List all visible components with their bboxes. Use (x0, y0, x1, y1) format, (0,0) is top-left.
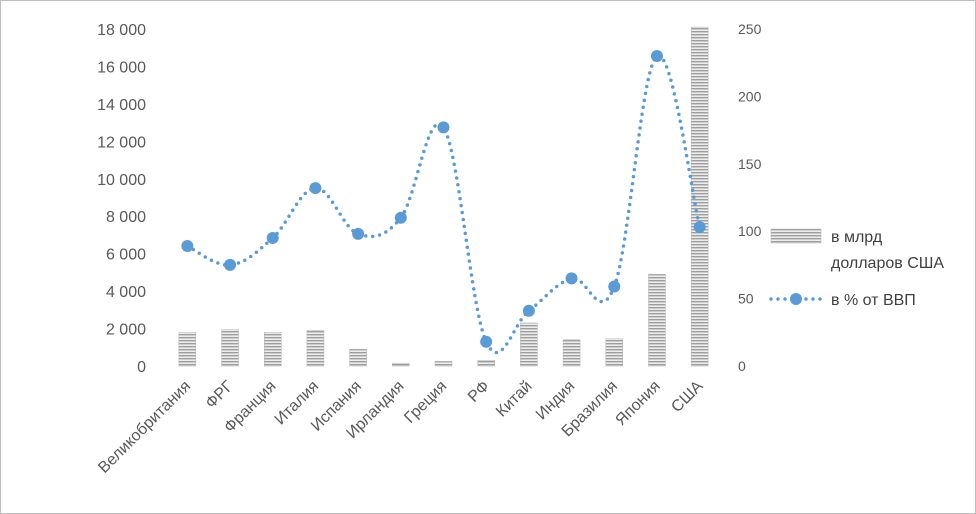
line-point (608, 280, 621, 293)
bar (477, 360, 495, 367)
line-point (693, 221, 706, 234)
legend-line-marker (790, 293, 802, 305)
line-point (394, 211, 407, 224)
left-tick-label: 8 000 (106, 209, 146, 226)
line-series (181, 49, 706, 354)
left-tick-label: 2 000 (106, 322, 146, 339)
right-axis: 0 50 100 150 200 250 (738, 21, 762, 374)
right-tick-label: 0 (738, 358, 746, 374)
bar (434, 361, 453, 367)
left-tick-label: 12 000 (97, 134, 146, 151)
bar (392, 362, 410, 367)
right-tick-label: 100 (738, 223, 762, 239)
category-label: США (668, 378, 706, 416)
bar (178, 332, 197, 367)
legend-bar-label: долларов США (831, 255, 944, 272)
line-point (650, 49, 663, 62)
bar-series (178, 26, 709, 367)
left-axis: 0 2 000 4 000 6 000 8 000 10 000 12 000 14 000 1… (97, 22, 146, 376)
right-tick-label: 50 (738, 291, 754, 307)
right-tick-label: 200 (738, 88, 762, 104)
bar (605, 338, 624, 367)
bar (562, 339, 581, 367)
legend-line-label: в % от ВВП (831, 292, 916, 309)
line-path (185, 54, 702, 354)
legend: в млрд долларов США в % от ВВП (769, 228, 944, 309)
category-label: РФ (465, 378, 493, 406)
legend-bar-label: в млрд (831, 229, 883, 246)
category-label: Япония (612, 378, 663, 429)
line-point (480, 335, 493, 348)
left-tick-label: 16 000 (97, 59, 146, 76)
right-tick-label: 150 (738, 156, 762, 172)
bar (520, 322, 538, 367)
legend-bar-swatch (770, 228, 822, 244)
bar (648, 274, 666, 367)
category-label: Греция (401, 378, 450, 427)
category-label: ФРГ (203, 378, 238, 413)
line-point (309, 182, 322, 195)
bar (690, 26, 709, 367)
bar (306, 330, 325, 367)
line-point (266, 231, 279, 244)
category-axis: Великобритания ФРГФранцияИталияИспанияИрл… (95, 378, 706, 477)
bar (221, 329, 239, 367)
line-point (522, 304, 535, 317)
right-tick-label: 250 (738, 21, 762, 37)
line-point (224, 258, 237, 271)
left-tick-label: 6 000 (106, 247, 146, 264)
left-tick-label: 10 000 (97, 172, 146, 189)
left-tick-label: 14 000 (97, 97, 146, 114)
left-tick-label: 4 000 (106, 284, 146, 301)
left-tick-label: 0 (137, 359, 146, 376)
line-point (437, 121, 450, 134)
category-label: Китай (493, 378, 536, 421)
line-point (352, 227, 365, 240)
line-point (181, 240, 194, 253)
left-tick-label: 18 000 (97, 22, 146, 39)
bar (263, 332, 282, 367)
bar (349, 348, 367, 367)
category-label: Великобритания (95, 378, 194, 477)
line-point (565, 272, 578, 285)
